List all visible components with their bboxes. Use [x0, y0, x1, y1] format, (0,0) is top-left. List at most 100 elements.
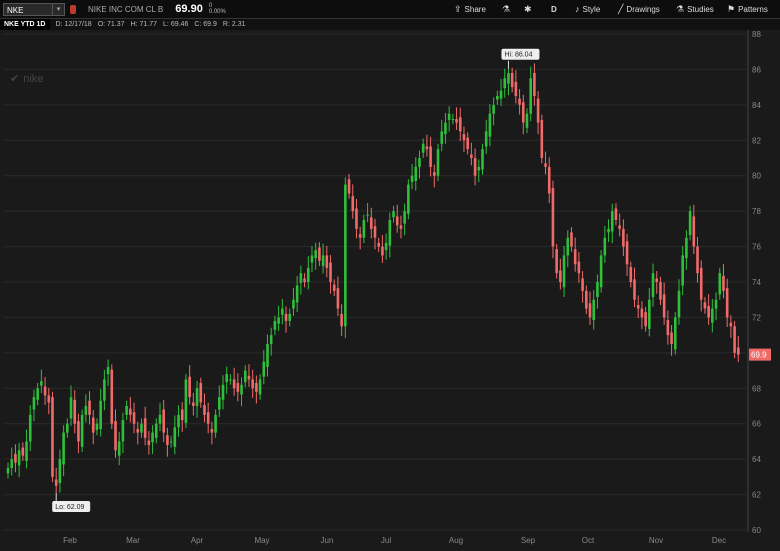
- candle-body: [77, 421, 80, 442]
- flask-button[interactable]: ⚗: [502, 2, 513, 16]
- candle-body: [47, 395, 51, 403]
- candle-body: [462, 134, 466, 141]
- candle-body: [395, 216, 399, 226]
- candle-body: [40, 381, 43, 386]
- x-tick-label: May: [254, 536, 269, 545]
- candle-body: [585, 290, 588, 309]
- x-tick-label: Jul: [381, 536, 391, 545]
- x-tick-label: Oct: [582, 536, 595, 545]
- x-tick-label: Dec: [712, 536, 726, 545]
- candle-body: [392, 211, 395, 218]
- candle-body: [243, 370, 247, 383]
- price-change-value: 0: [208, 3, 213, 9]
- candle-body: [688, 211, 692, 236]
- drawings-button[interactable]: ╱ Drawings: [618, 2, 660, 16]
- symbol-input[interactable]: NKE: [3, 2, 53, 16]
- hi-annotation: Hi: 86.04: [504, 52, 532, 59]
- candle-body: [32, 397, 36, 410]
- y-tick-label: 80: [752, 172, 761, 181]
- candle-body: [466, 137, 469, 150]
- candle-body: [547, 166, 551, 194]
- candle-body: [377, 243, 381, 247]
- candle-body: [210, 429, 214, 433]
- symbol-dropdown-icon[interactable]: ▾: [53, 2, 65, 16]
- candle-body: [384, 243, 388, 251]
- alert-icon[interactable]: [70, 4, 76, 14]
- candle-body: [232, 379, 236, 389]
- candle-body: [221, 384, 225, 400]
- info-high: H: 71.77: [130, 21, 158, 28]
- candle-body: [518, 98, 521, 105]
- settings-button[interactable]: ✱: [524, 2, 535, 16]
- share-label: Share: [464, 4, 486, 14]
- candle-body: [425, 146, 429, 150]
- candle-body: [281, 308, 284, 315]
- candle-body: [566, 237, 570, 256]
- candle-body: [436, 149, 440, 176]
- candle-body: [54, 479, 58, 486]
- candle-body: [714, 299, 718, 309]
- candle-body: [699, 267, 703, 300]
- candle-body: [507, 72, 510, 84]
- candle-body: [711, 308, 714, 323]
- candle-body: [321, 255, 325, 267]
- share-button[interactable]: ⇪ Share: [454, 2, 486, 16]
- studies-label: Studies: [687, 4, 714, 14]
- candle-body: [636, 305, 640, 309]
- candle-body: [17, 450, 21, 466]
- y-tick-label: 88: [752, 30, 761, 39]
- patterns-button[interactable]: ⚑ Patterns: [727, 2, 768, 16]
- price-change: 0 0.00%: [209, 3, 226, 15]
- candle-body: [421, 143, 425, 153]
- candle-body: [677, 290, 681, 318]
- candle-body: [125, 406, 128, 415]
- candle-body: [266, 344, 269, 368]
- candle-body: [99, 400, 102, 430]
- candle-body: [596, 282, 599, 298]
- candle-body: [269, 335, 273, 344]
- candle-body: [473, 158, 477, 176]
- candle-body: [707, 305, 710, 318]
- candle-body: [447, 113, 451, 120]
- candle-body: [429, 146, 432, 167]
- y-tick-label: 82: [752, 136, 761, 145]
- candle-body: [225, 374, 229, 383]
- candle-body: [355, 208, 358, 229]
- candle-body: [633, 279, 636, 300]
- y-tick-label: 68: [752, 384, 761, 393]
- y-tick-label: 86: [752, 65, 761, 74]
- candle-body: [336, 288, 340, 309]
- candle-body: [340, 313, 343, 327]
- candle-body: [110, 369, 114, 424]
- candle-body: [540, 119, 544, 158]
- candle-body: [229, 379, 232, 381]
- candle-body: [525, 113, 529, 128]
- candle-body: [344, 184, 347, 327]
- candle-body: [103, 379, 106, 401]
- candle-body: [136, 429, 140, 433]
- y-tick-label: 60: [752, 526, 761, 535]
- patterns-icon: ⚑: [727, 3, 736, 14]
- candle-body: [407, 184, 410, 214]
- candle-body: [162, 409, 165, 433]
- candle-body: [188, 376, 191, 398]
- candle-body: [21, 447, 25, 456]
- x-tick-label: Aug: [449, 536, 463, 545]
- candle-body: [388, 220, 392, 246]
- candle-body: [351, 196, 355, 212]
- period-button[interactable]: D: [551, 2, 557, 16]
- candle-body: [718, 273, 722, 295]
- candle-body: [362, 220, 366, 238]
- y-tick-label: 76: [752, 243, 761, 252]
- candle-body: [607, 228, 610, 233]
- style-button[interactable]: ♪ Style: [575, 2, 600, 16]
- candle-body: [180, 409, 184, 421]
- chart-svg[interactable]: 606264666870727476788082848688 FebMarApr…: [0, 30, 780, 546]
- candle-body: [592, 299, 596, 321]
- y-tick-label: 84: [752, 101, 761, 110]
- candle-body: [299, 273, 303, 283]
- y-tick-label: 78: [752, 207, 761, 216]
- studies-button[interactable]: ⚗ Studies: [676, 2, 714, 16]
- info-close: C: 69.9: [194, 21, 217, 28]
- price-chart[interactable]: 606264666870727476788082848688 FebMarApr…: [0, 30, 780, 546]
